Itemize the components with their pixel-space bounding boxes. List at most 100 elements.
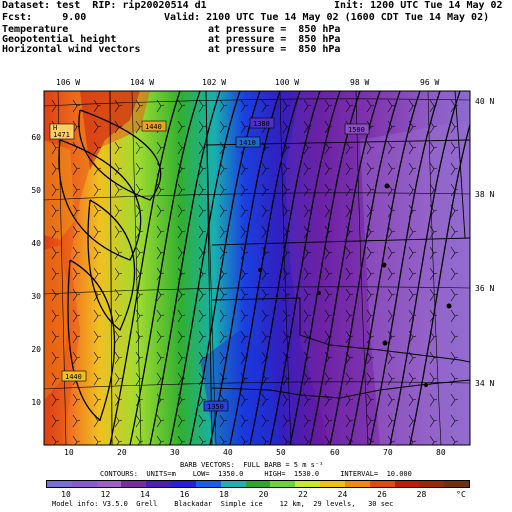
- contour-label-1440-a: 1440: [141, 120, 167, 132]
- wind-barb: [366, 393, 375, 407]
- wind-barb: [135, 435, 144, 445]
- wind-barb: [135, 183, 144, 197]
- height-contour: [149, 91, 221, 445]
- wind-barb: [177, 351, 186, 365]
- colorbar-swatch: [369, 481, 395, 487]
- wind-barb: [93, 372, 102, 386]
- wind-barb: [219, 99, 228, 113]
- wind-barb: [303, 141, 312, 155]
- wind-barb: [198, 267, 207, 281]
- wind-barb: [156, 435, 165, 445]
- wind-barb: [450, 435, 459, 445]
- wind-barb: [408, 225, 417, 239]
- wind-barb: [261, 393, 270, 407]
- height-contour: [109, 91, 181, 445]
- wind-barb: [345, 204, 354, 218]
- wind-barb: [177, 393, 186, 407]
- field-1-level: at pressure = 850 hPa: [208, 24, 341, 35]
- wind-barb: [51, 267, 60, 281]
- grid-x-tick-70: 70: [383, 448, 393, 457]
- wind-barb: [114, 99, 123, 113]
- wind-barb: [261, 204, 270, 218]
- wind-barb: [303, 162, 312, 176]
- wind-barb: [177, 435, 186, 445]
- wind-barb: [240, 99, 249, 113]
- wind-barb: [135, 351, 144, 365]
- wind-barb: [261, 99, 270, 113]
- wind-barb: [240, 288, 249, 302]
- wind-barb: [177, 309, 186, 323]
- wind-barb: [450, 141, 459, 155]
- wind-barb: [429, 204, 438, 218]
- colorbar-label: 12: [100, 490, 111, 499]
- wind-barb: [135, 99, 144, 113]
- grid-y-tick-40: 40: [31, 239, 41, 248]
- wind-barb: [156, 246, 165, 260]
- wind-barb: [408, 267, 417, 281]
- wind-barb: [240, 351, 249, 365]
- wind-barb: [282, 414, 291, 428]
- wind-barb: [429, 330, 438, 344]
- wind-barb: [51, 183, 60, 197]
- map-frame: [43, 90, 471, 446]
- meridian-line: [427, 91, 442, 445]
- wind-barb: [324, 351, 333, 365]
- wind-barb: [450, 225, 459, 239]
- wind-barb: [198, 288, 207, 302]
- wind-barb: [303, 309, 312, 323]
- wind-barb: [198, 162, 207, 176]
- parallel-line: [44, 286, 470, 295]
- wind-barb: [51, 246, 60, 260]
- wind-barb: [219, 267, 228, 281]
- init-time-label: Init: 1200 UTC Tue 14 May 02: [334, 0, 503, 11]
- wind-barb: [450, 267, 459, 281]
- parallel-line: [44, 381, 470, 390]
- grid-y-tick-30: 30: [31, 292, 41, 301]
- wind-barb: [408, 414, 417, 428]
- wind-barb: [303, 120, 312, 134]
- wind-barb: [240, 120, 249, 134]
- wind-barb: [450, 330, 459, 344]
- wind-barb: [303, 372, 312, 386]
- wind-barb: [324, 330, 333, 344]
- wind-barb: [114, 141, 123, 155]
- wind-barb: [282, 288, 291, 302]
- wind-barb: [366, 330, 375, 344]
- height-contour: [129, 91, 201, 445]
- wind-barb: [303, 393, 312, 407]
- wind-barb: [72, 288, 81, 302]
- wind-barb: [345, 372, 354, 386]
- height-contour: [67, 259, 116, 422]
- svg-text:1410: 1410: [239, 139, 256, 147]
- wind-barb: [198, 120, 207, 134]
- wind-barb: [177, 204, 186, 218]
- wind-barb: [387, 393, 396, 407]
- wind-barb: [408, 372, 417, 386]
- wind-barb: [219, 204, 228, 218]
- lat-label-40n: 40 N: [475, 97, 494, 106]
- height-contour: [169, 91, 241, 445]
- wind-barb: [72, 435, 81, 445]
- svg-text:1500: 1500: [348, 126, 365, 134]
- wind-barb: [51, 351, 60, 365]
- wind-barb: [114, 183, 123, 197]
- wind-barb: [324, 288, 333, 302]
- height-contour: [269, 91, 341, 445]
- wind-barb: [51, 225, 60, 239]
- wind-barb: [303, 204, 312, 218]
- wind-barb: [219, 351, 228, 365]
- wind-barb: [282, 351, 291, 365]
- wind-barb: [303, 246, 312, 260]
- wind-barb: [282, 309, 291, 323]
- wind-barb: [219, 288, 228, 302]
- wind-barb: [366, 246, 375, 260]
- wind-barb: [387, 225, 396, 239]
- wind-barb: [408, 330, 417, 344]
- wind-barb: [429, 372, 438, 386]
- wind-barb: [51, 435, 60, 445]
- wind-barb: [72, 246, 81, 260]
- height-contour: [58, 139, 142, 261]
- wind-barb: [408, 183, 417, 197]
- lat-label-36n: 36 N: [475, 284, 494, 293]
